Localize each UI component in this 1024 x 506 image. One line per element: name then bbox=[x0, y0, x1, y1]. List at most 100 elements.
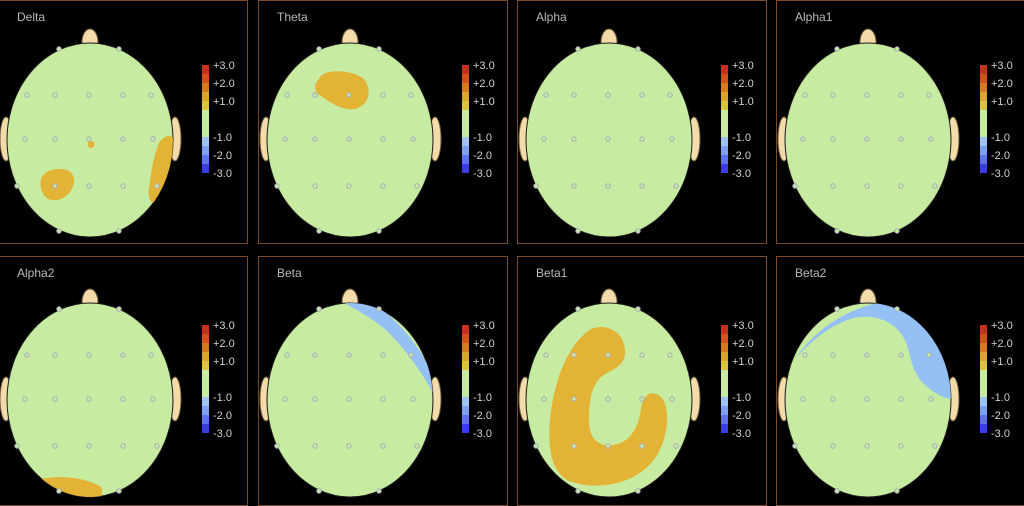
scale-swatch bbox=[202, 415, 209, 424]
scale-swatch bbox=[721, 155, 728, 164]
scale-swatch bbox=[980, 397, 987, 406]
scale-swatch bbox=[980, 343, 987, 352]
scale-swatch bbox=[980, 406, 987, 415]
electrode-dot bbox=[316, 306, 322, 312]
scale-swatch bbox=[462, 352, 469, 361]
scale-swatch bbox=[202, 110, 209, 119]
scale-swatch bbox=[202, 379, 209, 388]
scale-swatch bbox=[202, 361, 209, 370]
electrode-dot bbox=[932, 183, 938, 189]
scale-swatch bbox=[462, 83, 469, 92]
electrode-dot bbox=[312, 396, 318, 402]
scale-swatch bbox=[721, 74, 728, 83]
electrode-dot bbox=[376, 306, 382, 312]
electrode-dot bbox=[316, 488, 322, 494]
electrode-dot bbox=[605, 183, 611, 189]
scale-label: -2.0 bbox=[991, 410, 1010, 422]
electrode-dot bbox=[316, 46, 322, 52]
scale-swatch bbox=[980, 74, 987, 83]
topomap-panel: +3.0 +2.0 +1.0 -1.0 -2.0 -3.0 Alpha2 bbox=[0, 256, 248, 506]
scale-swatch bbox=[462, 101, 469, 110]
electrode-dot bbox=[284, 352, 290, 358]
electrode-dot bbox=[926, 92, 932, 98]
topomap-svg: +3.0 +2.0 +1.0 -1.0 -2.0 -3.0 bbox=[259, 28, 495, 238]
electrode-dot bbox=[380, 92, 386, 98]
scale-label: -3.0 bbox=[213, 168, 232, 180]
panel-title: Alpha1 bbox=[795, 10, 833, 24]
topomap-panel: +3.0 +2.0 +1.0 -1.0 -2.0 -3.0 Beta1 bbox=[517, 256, 767, 506]
scale-label: +1.0 bbox=[732, 96, 754, 108]
electrode-dot bbox=[639, 443, 645, 449]
electrode-dot bbox=[792, 443, 798, 449]
electrode-dot bbox=[408, 352, 414, 358]
electrode-dot bbox=[830, 443, 836, 449]
electrode-dot bbox=[312, 443, 318, 449]
scale-swatch bbox=[462, 146, 469, 155]
scale-swatch bbox=[721, 83, 728, 92]
electrode-dot bbox=[120, 396, 126, 402]
electrode-dot bbox=[14, 183, 20, 189]
electrode-dot bbox=[533, 183, 539, 189]
electrode-dot bbox=[148, 352, 154, 358]
scale-swatch bbox=[202, 406, 209, 415]
electrode-dot bbox=[274, 443, 280, 449]
scale-label: -1.0 bbox=[213, 392, 232, 404]
scale-swatch bbox=[721, 406, 728, 415]
electrode-dot bbox=[894, 488, 900, 494]
scale-swatch bbox=[462, 74, 469, 83]
positive-region bbox=[41, 477, 102, 497]
electrode-dot bbox=[346, 396, 352, 402]
electrode-dot bbox=[898, 92, 904, 98]
electrode-dot bbox=[639, 396, 645, 402]
electrode-dot bbox=[575, 228, 581, 234]
topomap-svg: +3.0 +2.0 +1.0 -1.0 -2.0 -3.0 bbox=[0, 28, 235, 238]
scale-label: +3.0 bbox=[213, 320, 235, 332]
electrode-dot bbox=[605, 136, 611, 142]
scale-swatch bbox=[462, 397, 469, 406]
electrode-dot bbox=[120, 443, 126, 449]
electrode-dot bbox=[834, 46, 840, 52]
scale-swatch bbox=[721, 388, 728, 397]
electrode-dot bbox=[86, 183, 92, 189]
scale-swatch bbox=[202, 65, 209, 74]
electrode-dot bbox=[282, 396, 288, 402]
electrode-dot bbox=[834, 306, 840, 312]
scale-swatch bbox=[721, 352, 728, 361]
scale-swatch bbox=[721, 119, 728, 128]
scale-label: -2.0 bbox=[213, 150, 232, 162]
scale-label: +2.0 bbox=[213, 338, 235, 350]
scale-label: +3.0 bbox=[732, 320, 754, 332]
scale-swatch bbox=[980, 424, 987, 433]
electrode-dot bbox=[635, 488, 641, 494]
scale-label: +2.0 bbox=[991, 338, 1013, 350]
scale-swatch bbox=[462, 110, 469, 119]
electrode-dot bbox=[800, 396, 806, 402]
electrode-dot bbox=[346, 183, 352, 189]
topomap-panel: +3.0 +2.0 +1.0 -1.0 -2.0 -3.0 Beta2 bbox=[776, 256, 1024, 506]
electrode-dot bbox=[380, 183, 386, 189]
scale-swatch bbox=[980, 155, 987, 164]
electrode-dot bbox=[898, 136, 904, 142]
scale-label: -2.0 bbox=[732, 410, 751, 422]
topomap-svg: +3.0 +2.0 +1.0 -1.0 -2.0 -3.0 bbox=[259, 288, 495, 498]
scale-label: -3.0 bbox=[732, 428, 751, 440]
scale-swatch bbox=[462, 361, 469, 370]
topomap-svg: +3.0 +2.0 +1.0 -1.0 -2.0 -3.0 bbox=[518, 288, 754, 498]
electrode-dot bbox=[52, 352, 58, 358]
scale-swatch bbox=[721, 110, 728, 119]
scale-swatch bbox=[202, 352, 209, 361]
electrode-dot bbox=[894, 306, 900, 312]
topomap-panel: +3.0 +2.0 +1.0 -1.0 -2.0 -3.0 Alpha bbox=[517, 0, 767, 244]
scale-swatch bbox=[462, 343, 469, 352]
scale-label: +3.0 bbox=[213, 60, 235, 72]
electrode-dot bbox=[52, 183, 58, 189]
electrode-dot bbox=[571, 136, 577, 142]
electrode-dot bbox=[86, 443, 92, 449]
electrode-dot bbox=[150, 136, 156, 142]
scale-label: -3.0 bbox=[473, 168, 492, 180]
scale-swatch bbox=[980, 110, 987, 119]
electrode-dot bbox=[24, 92, 30, 98]
scale-swatch bbox=[980, 101, 987, 110]
negative-region bbox=[341, 303, 433, 393]
scale-label: -2.0 bbox=[473, 150, 492, 162]
